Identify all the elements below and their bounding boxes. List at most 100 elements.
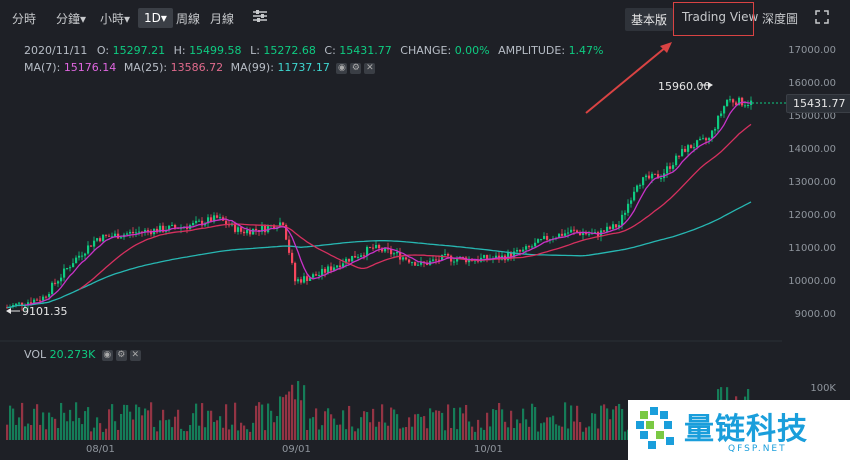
depth-chart-button[interactable]: 深度圖 [762,12,799,26]
candle-body [312,274,315,278]
candle-body [321,268,324,275]
candle-body [42,296,45,301]
candle-body [51,282,54,294]
gear-icon[interactable]: ⚙ [350,62,362,74]
volume-bar [267,403,270,440]
fullscreen-icon[interactable] [815,10,829,27]
candle-body [459,256,462,259]
candle-body [378,244,381,249]
gear-icon[interactable]: ⚙ [115,349,127,361]
volume-bar [60,402,63,440]
tab-minutes[interactable]: 分鐘▾ [56,12,87,26]
candle-body [345,258,348,264]
volume-bar [129,411,132,440]
volume-bar [48,412,51,440]
candle-body [747,105,750,107]
open-label: O: [96,44,110,57]
volume-bar [495,410,498,440]
candle-body [489,259,492,261]
candle-body [105,234,108,236]
volume-bar [123,404,126,440]
close-label: C: [324,44,336,57]
candle-body [516,250,519,252]
volume-bar [612,409,615,440]
candle-body [207,217,210,224]
volume-bar [486,412,489,440]
candle-body [477,260,480,262]
volume-bar [57,428,60,440]
eye-icon[interactable]: ◉ [101,349,113,361]
candle-body [15,303,18,306]
candle-body [486,255,489,260]
candle-body [270,225,273,227]
candle-body [354,255,357,258]
candle-body [363,255,366,257]
x-axis-label: 09/01 [282,444,311,455]
close-icon[interactable]: ✕ [364,62,376,74]
candle-body [189,225,192,229]
candle-body [96,238,99,241]
volume-bar [576,405,579,440]
info-date: 2020/11/11 [24,44,88,57]
candle-body [510,252,513,258]
trading-view-button[interactable]: Trading View [682,10,759,24]
tab-month[interactable]: 月線 [210,12,235,26]
basic-view-button[interactable]: 基本版 [625,8,674,31]
volume-bar [210,410,213,440]
volume-bar [546,417,549,440]
volume-bar [480,427,483,440]
candle-body [711,130,714,139]
trading-view-highlight [673,2,754,36]
y-axis-label: 15000.00 [788,111,836,122]
volume-bar [525,419,528,440]
volume-bar [39,424,42,440]
candle-body [681,148,684,157]
candle-body [237,227,240,232]
volume-bar [405,427,408,440]
tab-1d[interactable]: 1D▾ [138,8,173,28]
candle-body [279,222,282,228]
volume-bar [225,404,228,440]
candle-body [306,276,309,281]
candle-body [690,145,693,149]
candle-body [390,249,393,255]
amplitude-value: 1.47% [568,44,604,57]
volume-bar [222,427,225,440]
volume-bar [30,425,33,440]
volume-bar [273,422,276,440]
volume-info: VOL 20.273K ◉ ⚙ ✕ [24,348,141,361]
volume-bar [237,430,240,440]
candle-body [624,212,627,215]
volume-bar [138,407,141,440]
candle-body [543,236,546,239]
candle-body [264,225,267,233]
volume-bar [303,385,306,440]
candle-body [123,234,126,238]
volume-bar [87,407,90,440]
volume-bar [81,424,84,440]
volume-bar [363,411,366,440]
candle-body [114,233,117,237]
settings-sliders-icon[interactable] [252,9,268,26]
candle-body [72,263,75,268]
eye-icon[interactable]: ◉ [336,62,348,74]
volume-bar [264,430,267,440]
volume-bar [594,413,597,440]
volume-bar [105,428,108,440]
high-value: 15499.58 [189,44,242,57]
candle-body [195,220,198,223]
volume-bar [219,416,222,440]
volume-bar [126,405,129,440]
tab-time-share[interactable]: 分時 [12,12,37,26]
volume-bar [315,408,318,440]
tab-week[interactable]: 周線 [176,12,201,26]
candle-body [78,255,81,258]
candle-body [558,233,561,238]
close-icon[interactable]: ✕ [129,349,141,361]
y-axis-label: 11000.00 [788,243,836,254]
tab-hours[interactable]: 小時▾ [100,12,131,26]
volume-bar [189,425,192,440]
candle-body [9,307,12,309]
volume-bar [564,402,567,440]
vol-axis-label: 100K [810,383,836,394]
